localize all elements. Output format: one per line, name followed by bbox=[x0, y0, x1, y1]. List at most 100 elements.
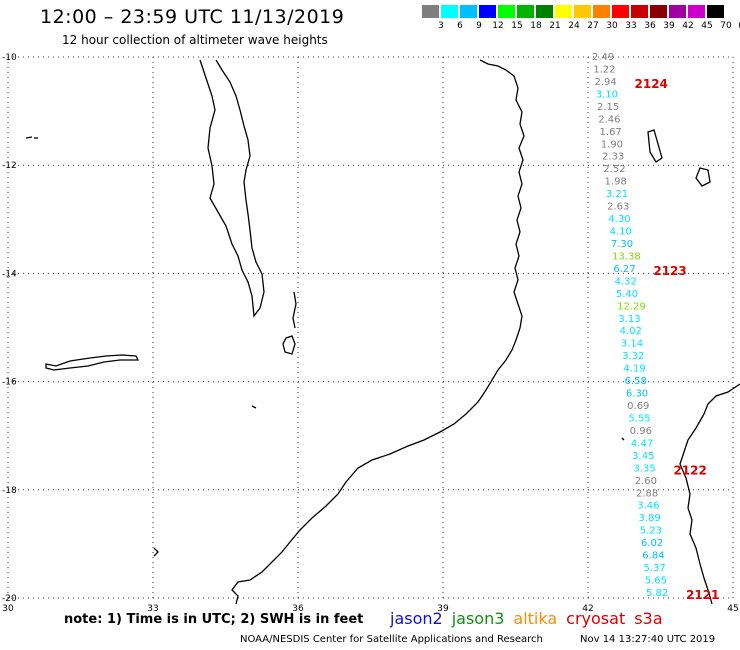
small-island-south bbox=[153, 547, 159, 557]
wave-height-value: 3.89 bbox=[638, 513, 660, 524]
wave-height-value: 3.32 bbox=[622, 351, 644, 362]
wave-height-value: 7.30 bbox=[611, 239, 633, 250]
comoros-island-east bbox=[695, 167, 711, 187]
scale-label: 45 bbox=[701, 21, 713, 31]
wave-height-value: 3.46 bbox=[637, 501, 659, 512]
scale-swatch bbox=[517, 5, 534, 18]
scale-swatch bbox=[498, 5, 515, 18]
wave-height-value: 2.88 bbox=[636, 488, 658, 499]
lake-tanganyika-outline bbox=[45, 354, 140, 371]
wave-height-value: 4.47 bbox=[631, 438, 653, 449]
map-title: 12:00 – 23:59 UTC 11/13/2019 bbox=[40, 6, 345, 28]
scale-swatch bbox=[631, 5, 648, 18]
wave-height-value: 2.60 bbox=[635, 476, 657, 487]
comoros-island-north bbox=[647, 129, 663, 163]
wave-height-value: 5.37 bbox=[643, 563, 665, 574]
latitude-tick-label: -18 bbox=[2, 486, 17, 496]
wave-height-value: 2.63 bbox=[607, 202, 629, 213]
wave-height-value: 0.69 bbox=[627, 401, 649, 412]
wave-height-value: 4.10 bbox=[610, 227, 632, 238]
wave-height-value: 3.45 bbox=[632, 451, 654, 462]
latitude-tick-label: -20 bbox=[2, 594, 17, 604]
wave-height-value: 1.90 bbox=[601, 139, 623, 150]
scale-swatch bbox=[460, 5, 477, 18]
scale-label: 12 bbox=[492, 21, 504, 31]
mozambique-coastline bbox=[231, 59, 525, 605]
scale-label: 18 bbox=[530, 21, 542, 31]
wave-height-value: 3.14 bbox=[621, 339, 643, 350]
scale-label: 30 bbox=[606, 21, 618, 31]
wave-height-value: 4.32 bbox=[615, 276, 637, 287]
scale-swatch bbox=[536, 5, 553, 18]
coastline bbox=[25, 59, 740, 605]
pass-id-label: 2121 bbox=[686, 588, 719, 602]
satellite-legend-altika: altika bbox=[513, 609, 558, 628]
scale-label: 6 bbox=[457, 21, 463, 31]
satellite-legend-jason2: jason2 bbox=[390, 609, 443, 628]
wave-height-value: 3.10 bbox=[596, 89, 618, 100]
wave-height-value: 3.21 bbox=[606, 189, 628, 200]
shire-river bbox=[292, 291, 297, 329]
small-island-coast bbox=[621, 437, 625, 441]
scale-swatch bbox=[555, 5, 572, 18]
wave-height-value: 0.96 bbox=[630, 426, 652, 437]
scale-label: 70 bbox=[720, 21, 732, 31]
scale-swatch bbox=[574, 5, 591, 18]
small-island-left bbox=[25, 136, 38, 139]
scale-label: 27 bbox=[587, 21, 599, 31]
wave-height-value: 4.19 bbox=[623, 364, 645, 375]
pass-id-label: 2124 bbox=[635, 77, 668, 91]
map-subtitle: 12 hour collection of altimeter wave hei… bbox=[62, 33, 328, 47]
generation-timestamp: Nov 14 13:27:40 UTC 2019 bbox=[580, 634, 716, 645]
wave-height-value: 5.82 bbox=[646, 588, 668, 599]
wave-height-value: 2.52 bbox=[603, 164, 625, 175]
longitude-tick-label: 33 bbox=[147, 604, 158, 614]
wave-height-value: 3.13 bbox=[618, 314, 640, 325]
scale-swatch bbox=[688, 5, 705, 18]
scale-label: 36 bbox=[644, 21, 656, 31]
wave-height-readings: 2.491.22 2.943.10 2.152.46 1.671.90 2.332.52… bbox=[592, 52, 668, 599]
latitude-tick-label: -12 bbox=[2, 161, 17, 171]
longitude-tick-label: 36 bbox=[292, 604, 304, 614]
scale-swatch bbox=[441, 5, 458, 18]
madagascar-coastline bbox=[679, 383, 740, 605]
satellite-legend: jason2 jason3 altika cryosat s3a bbox=[390, 609, 672, 628]
scale-label: (ft) bbox=[734, 21, 740, 31]
wave-height-value: 2.46 bbox=[598, 114, 620, 125]
scale-swatch bbox=[707, 5, 724, 18]
wave-height-value: 2.33 bbox=[602, 152, 624, 163]
wave-height-value: 5.40 bbox=[616, 289, 638, 300]
wave-height-value: 4.02 bbox=[620, 326, 642, 337]
wave-height-value: 5.23 bbox=[640, 526, 662, 537]
wave-height-value: 6.84 bbox=[642, 551, 664, 562]
latitude-tick-label: -16 bbox=[2, 378, 17, 388]
wave-height-value: 2.15 bbox=[597, 102, 619, 113]
lake-chilwa-outline bbox=[282, 335, 296, 355]
small-island-mid bbox=[251, 405, 257, 409]
wave-height-value: 1.22 bbox=[593, 64, 615, 75]
scale-label: 15 bbox=[511, 21, 523, 31]
latitude-tick-label: -14 bbox=[2, 269, 17, 279]
wave-height-value: 6.58 bbox=[625, 376, 647, 387]
scale-swatch bbox=[593, 5, 610, 18]
wave-height-value: 5.65 bbox=[645, 576, 667, 587]
scale-label: 42 bbox=[682, 21, 694, 31]
scale-label: 24 bbox=[568, 21, 580, 31]
longitude-tick-label: 30 bbox=[2, 604, 14, 614]
wave-height-value: 3.35 bbox=[633, 463, 655, 474]
credit-line: NOAA/NESDIS Center for Satellite Applica… bbox=[240, 634, 543, 645]
pass-id-label: 2122 bbox=[673, 463, 706, 477]
satellite-legend-jason3: jason3 bbox=[451, 609, 505, 628]
longitude-tick-label: 39 bbox=[437, 604, 449, 614]
wave-height-value: 4.30 bbox=[608, 214, 630, 225]
scale-swatch bbox=[650, 5, 667, 18]
latitude-tick-label: -10 bbox=[2, 53, 17, 63]
scale-label: 39 bbox=[663, 21, 675, 31]
wave-height-value: 12.29 bbox=[617, 301, 646, 312]
wave-height-value: 1.67 bbox=[600, 127, 622, 138]
scale-label: 9 bbox=[476, 21, 482, 31]
scale-swatch bbox=[422, 5, 439, 18]
wave-height-value: 6.27 bbox=[613, 264, 635, 275]
scale-swatch bbox=[669, 5, 686, 18]
scale-swatch bbox=[612, 5, 629, 18]
